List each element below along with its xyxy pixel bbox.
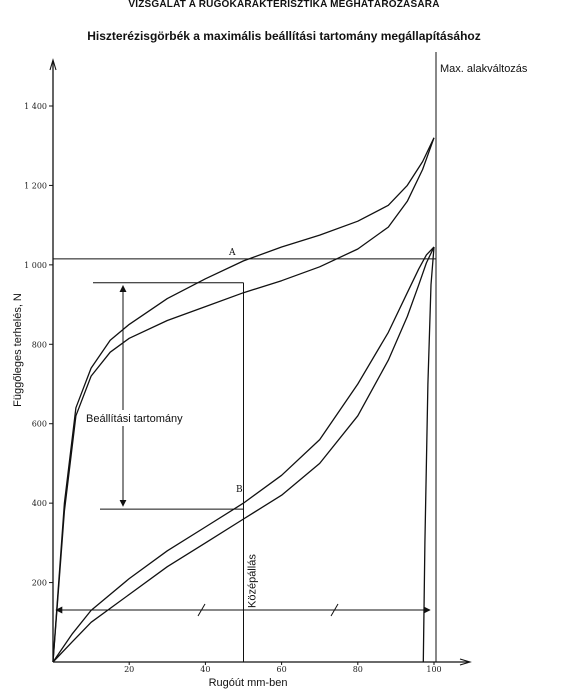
y-axis-arrow xyxy=(49,58,57,71)
hysteresis-curve-2 xyxy=(52,137,435,663)
mid-position-label: Középállás xyxy=(247,554,259,608)
setting-range-label: Beállítási tartomány xyxy=(86,413,183,425)
hysteresis-curve-5 xyxy=(422,246,435,663)
x-axis-label: Rugóút mm-ben xyxy=(209,677,288,689)
point-a-label: A xyxy=(228,248,236,258)
travel-arrow-slash xyxy=(197,603,206,617)
y-tick-label: 200 xyxy=(32,579,47,588)
y-tick-label: 1 000 xyxy=(24,261,47,270)
chart-subtitle: Hiszterézisgörbék a maximális beállítási… xyxy=(87,29,481,43)
hysteresis-curve-1 xyxy=(52,137,435,663)
x-tick-label: 80 xyxy=(353,665,363,674)
travel-arrow-slash xyxy=(330,603,339,617)
y-tick-label: 400 xyxy=(32,499,47,508)
x-tick-label: 40 xyxy=(200,665,210,674)
y-tick-label: 800 xyxy=(32,340,47,349)
x-tick-label: 60 xyxy=(277,665,287,674)
y-tick-label: 600 xyxy=(32,420,47,429)
y-tick-label: 1 200 xyxy=(24,181,47,190)
x-axis-arrow xyxy=(459,658,472,666)
hysteresis-curve-3 xyxy=(52,246,435,663)
x-tick-label: 100 xyxy=(426,665,441,674)
x-tick-label: 20 xyxy=(124,665,134,674)
point-b-label: B xyxy=(236,485,243,495)
y-axis-label: Függőleges terhelés, N xyxy=(12,293,24,407)
max-deformation-label: Max. alakváltozás xyxy=(440,63,528,75)
document-title: VIZSGÁLAT A RUGÓKARAKTERISZTIKA MEGHATÁR… xyxy=(128,0,440,9)
range-label-background xyxy=(84,410,198,426)
y-tick-label: 1 400 xyxy=(24,102,47,111)
hysteresis-curve-4 xyxy=(52,246,435,663)
